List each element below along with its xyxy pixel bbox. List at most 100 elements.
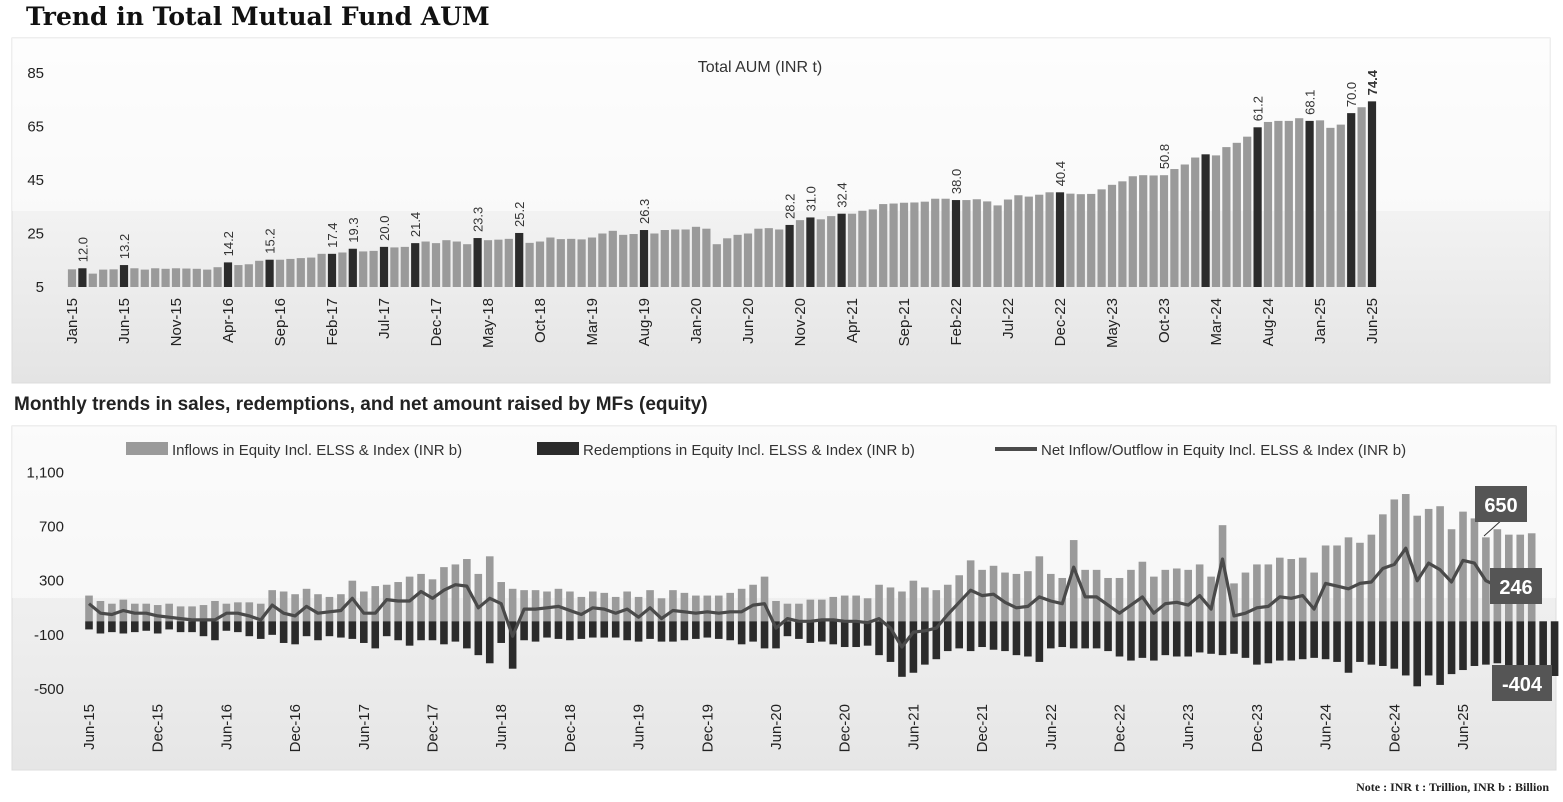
aum-bar-Jan-21 bbox=[816, 219, 825, 287]
inflow-bar-21 bbox=[325, 596, 334, 622]
aum-data-label-11: 28.2 bbox=[783, 194, 798, 219]
flows-bars bbox=[85, 494, 1559, 687]
redemption-bar-94 bbox=[1161, 621, 1170, 656]
redemption-bar-30 bbox=[428, 621, 437, 641]
flows-x-tick-14: Jun-22 bbox=[1043, 704, 1060, 750]
redemption-bar-54 bbox=[703, 621, 712, 638]
redemption-bar-9 bbox=[188, 621, 196, 633]
flows-y-tick-0: -500 bbox=[34, 681, 64, 698]
inflow-bar-90 bbox=[1115, 577, 1124, 622]
callout-net: 246 bbox=[1499, 577, 1532, 599]
aum-bar-May-15 bbox=[109, 269, 118, 287]
inflow-bar-110 bbox=[1344, 537, 1353, 622]
aum-bar-Mar-18 bbox=[463, 244, 472, 287]
redemption-bar-15 bbox=[256, 621, 265, 639]
redemption-bar-57 bbox=[737, 621, 746, 645]
inflow-bar-91 bbox=[1127, 569, 1135, 622]
aum-bar-Sep-16 bbox=[275, 259, 285, 287]
inflow-bar-23 bbox=[348, 580, 357, 622]
aum-bar-May-16 bbox=[234, 265, 243, 287]
aum-bar-Feb-21 bbox=[827, 216, 836, 287]
aum-x-tick-17: Feb-22 bbox=[948, 298, 965, 346]
flows-x-tick-16: Jun-23 bbox=[1180, 704, 1197, 750]
aum-bar-Oct-21 bbox=[910, 202, 919, 287]
aum-bar-Feb-22 bbox=[951, 200, 961, 287]
flows-x-tick-1: Dec-15 bbox=[150, 704, 167, 752]
aum-x-tick-7: Dec-17 bbox=[428, 298, 445, 346]
redemption-bar-98 bbox=[1207, 621, 1215, 654]
redemption-bar-19 bbox=[302, 621, 311, 637]
redemption-bar-124 bbox=[1505, 621, 1513, 671]
aum-bar-Nov-24 bbox=[1295, 118, 1304, 288]
redemption-bar-97 bbox=[1195, 621, 1204, 653]
redemption-bar-25 bbox=[371, 621, 380, 649]
flows-x-tick-11: Dec-20 bbox=[837, 704, 854, 752]
flows-y-axis: -500 -100 300 700 1,100 bbox=[26, 464, 64, 698]
inflow-bar-2 bbox=[108, 603, 116, 622]
aum-bar-Jul-19 bbox=[629, 234, 638, 287]
aum-bar-Feb-20 bbox=[702, 228, 711, 287]
aum-bar-May-23 bbox=[1107, 184, 1117, 287]
inflow-bar-116 bbox=[1413, 515, 1421, 622]
aum-bar-Mar-23 bbox=[1087, 193, 1096, 287]
inflow-bar-81 bbox=[1012, 573, 1021, 622]
aum-bar-Dec-23 bbox=[1180, 164, 1189, 287]
redemption-bar-5 bbox=[142, 621, 151, 631]
flows-x-tick-15: Dec-22 bbox=[1112, 704, 1129, 752]
redemption-bar-105 bbox=[1287, 621, 1296, 661]
redemption-bar-16 bbox=[268, 621, 276, 635]
aum-bar-Mar-24 bbox=[1211, 155, 1221, 287]
aum-bar-Oct-16 bbox=[286, 258, 295, 287]
inflow-bar-57 bbox=[737, 588, 746, 622]
aum-bar-Apr-21 bbox=[847, 213, 857, 287]
flows-x-tick-10: Jun-20 bbox=[768, 704, 785, 750]
aum-bar-Sep-24 bbox=[1274, 120, 1283, 287]
redemption-bar-70 bbox=[886, 621, 895, 662]
redemption-bar-60 bbox=[772, 621, 780, 649]
inflow-bar-92 bbox=[1138, 561, 1147, 622]
aum-bar-Feb-17 bbox=[327, 253, 337, 287]
aum-bar-Feb-23 bbox=[1076, 194, 1085, 287]
aum-x-tick-25: Jun-25 bbox=[1364, 298, 1381, 344]
redemption-bar-111 bbox=[1356, 621, 1364, 662]
redemption-bar-23 bbox=[348, 621, 357, 639]
redemption-bar-66 bbox=[840, 621, 849, 648]
equity-flows-chart: Inflows in Equity Incl. ELSS & Index (IN… bbox=[11, 425, 1559, 771]
aum-chart-upper-band bbox=[12, 38, 1550, 211]
redemption-bar-96 bbox=[1184, 621, 1192, 657]
inflow-bar-96 bbox=[1184, 569, 1192, 622]
inflow-bar-67 bbox=[852, 595, 860, 622]
redemption-bar-32 bbox=[451, 621, 460, 642]
aum-bar-Dec-22 bbox=[1055, 192, 1065, 287]
redemption-bar-22 bbox=[337, 621, 345, 638]
aum-data-label-6: 20.0 bbox=[377, 216, 392, 241]
redemption-bar-103 bbox=[1264, 621, 1273, 664]
aum-bar-Aug-16 bbox=[265, 259, 274, 287]
aum-bar-May-19 bbox=[608, 230, 617, 287]
aum-bar-Apr-17 bbox=[348, 248, 357, 287]
redemption-bar-100 bbox=[1230, 621, 1238, 654]
redemption-bar-81 bbox=[1012, 621, 1021, 656]
main-title: Trend in Total Mutual Fund AUM bbox=[26, 2, 490, 31]
redemption-bar-118 bbox=[1436, 621, 1444, 685]
aum-bar-Feb-18 bbox=[452, 241, 461, 287]
flows-chart-upper-band bbox=[12, 426, 1556, 598]
aum-bar-Mar-15 bbox=[88, 273, 97, 287]
aum-bar-Sep-17 bbox=[400, 246, 409, 287]
aum-x-tick-21: Oct-23 bbox=[1156, 298, 1173, 343]
inflow-bar-76 bbox=[955, 575, 963, 622]
redemption-bar-121 bbox=[1470, 621, 1479, 666]
redemption-bar-41 bbox=[554, 621, 563, 639]
aum-x-tick-16: Sep-21 bbox=[896, 298, 913, 346]
redemption-bar-10 bbox=[199, 621, 208, 637]
aum-bar-Sep-22 bbox=[1024, 196, 1033, 287]
redemption-bar-110 bbox=[1344, 621, 1353, 673]
redemption-bar-48 bbox=[634, 621, 643, 642]
redemption-bar-18 bbox=[291, 621, 299, 645]
redemption-bar-69 bbox=[875, 621, 883, 656]
redemption-bar-20 bbox=[314, 621, 322, 641]
aum-bar-Mar-19 bbox=[587, 237, 597, 287]
aum-data-label-2: 14.2 bbox=[221, 231, 236, 256]
inflow-bar-34 bbox=[474, 573, 483, 622]
aum-bar-Jun-15 bbox=[119, 265, 129, 287]
